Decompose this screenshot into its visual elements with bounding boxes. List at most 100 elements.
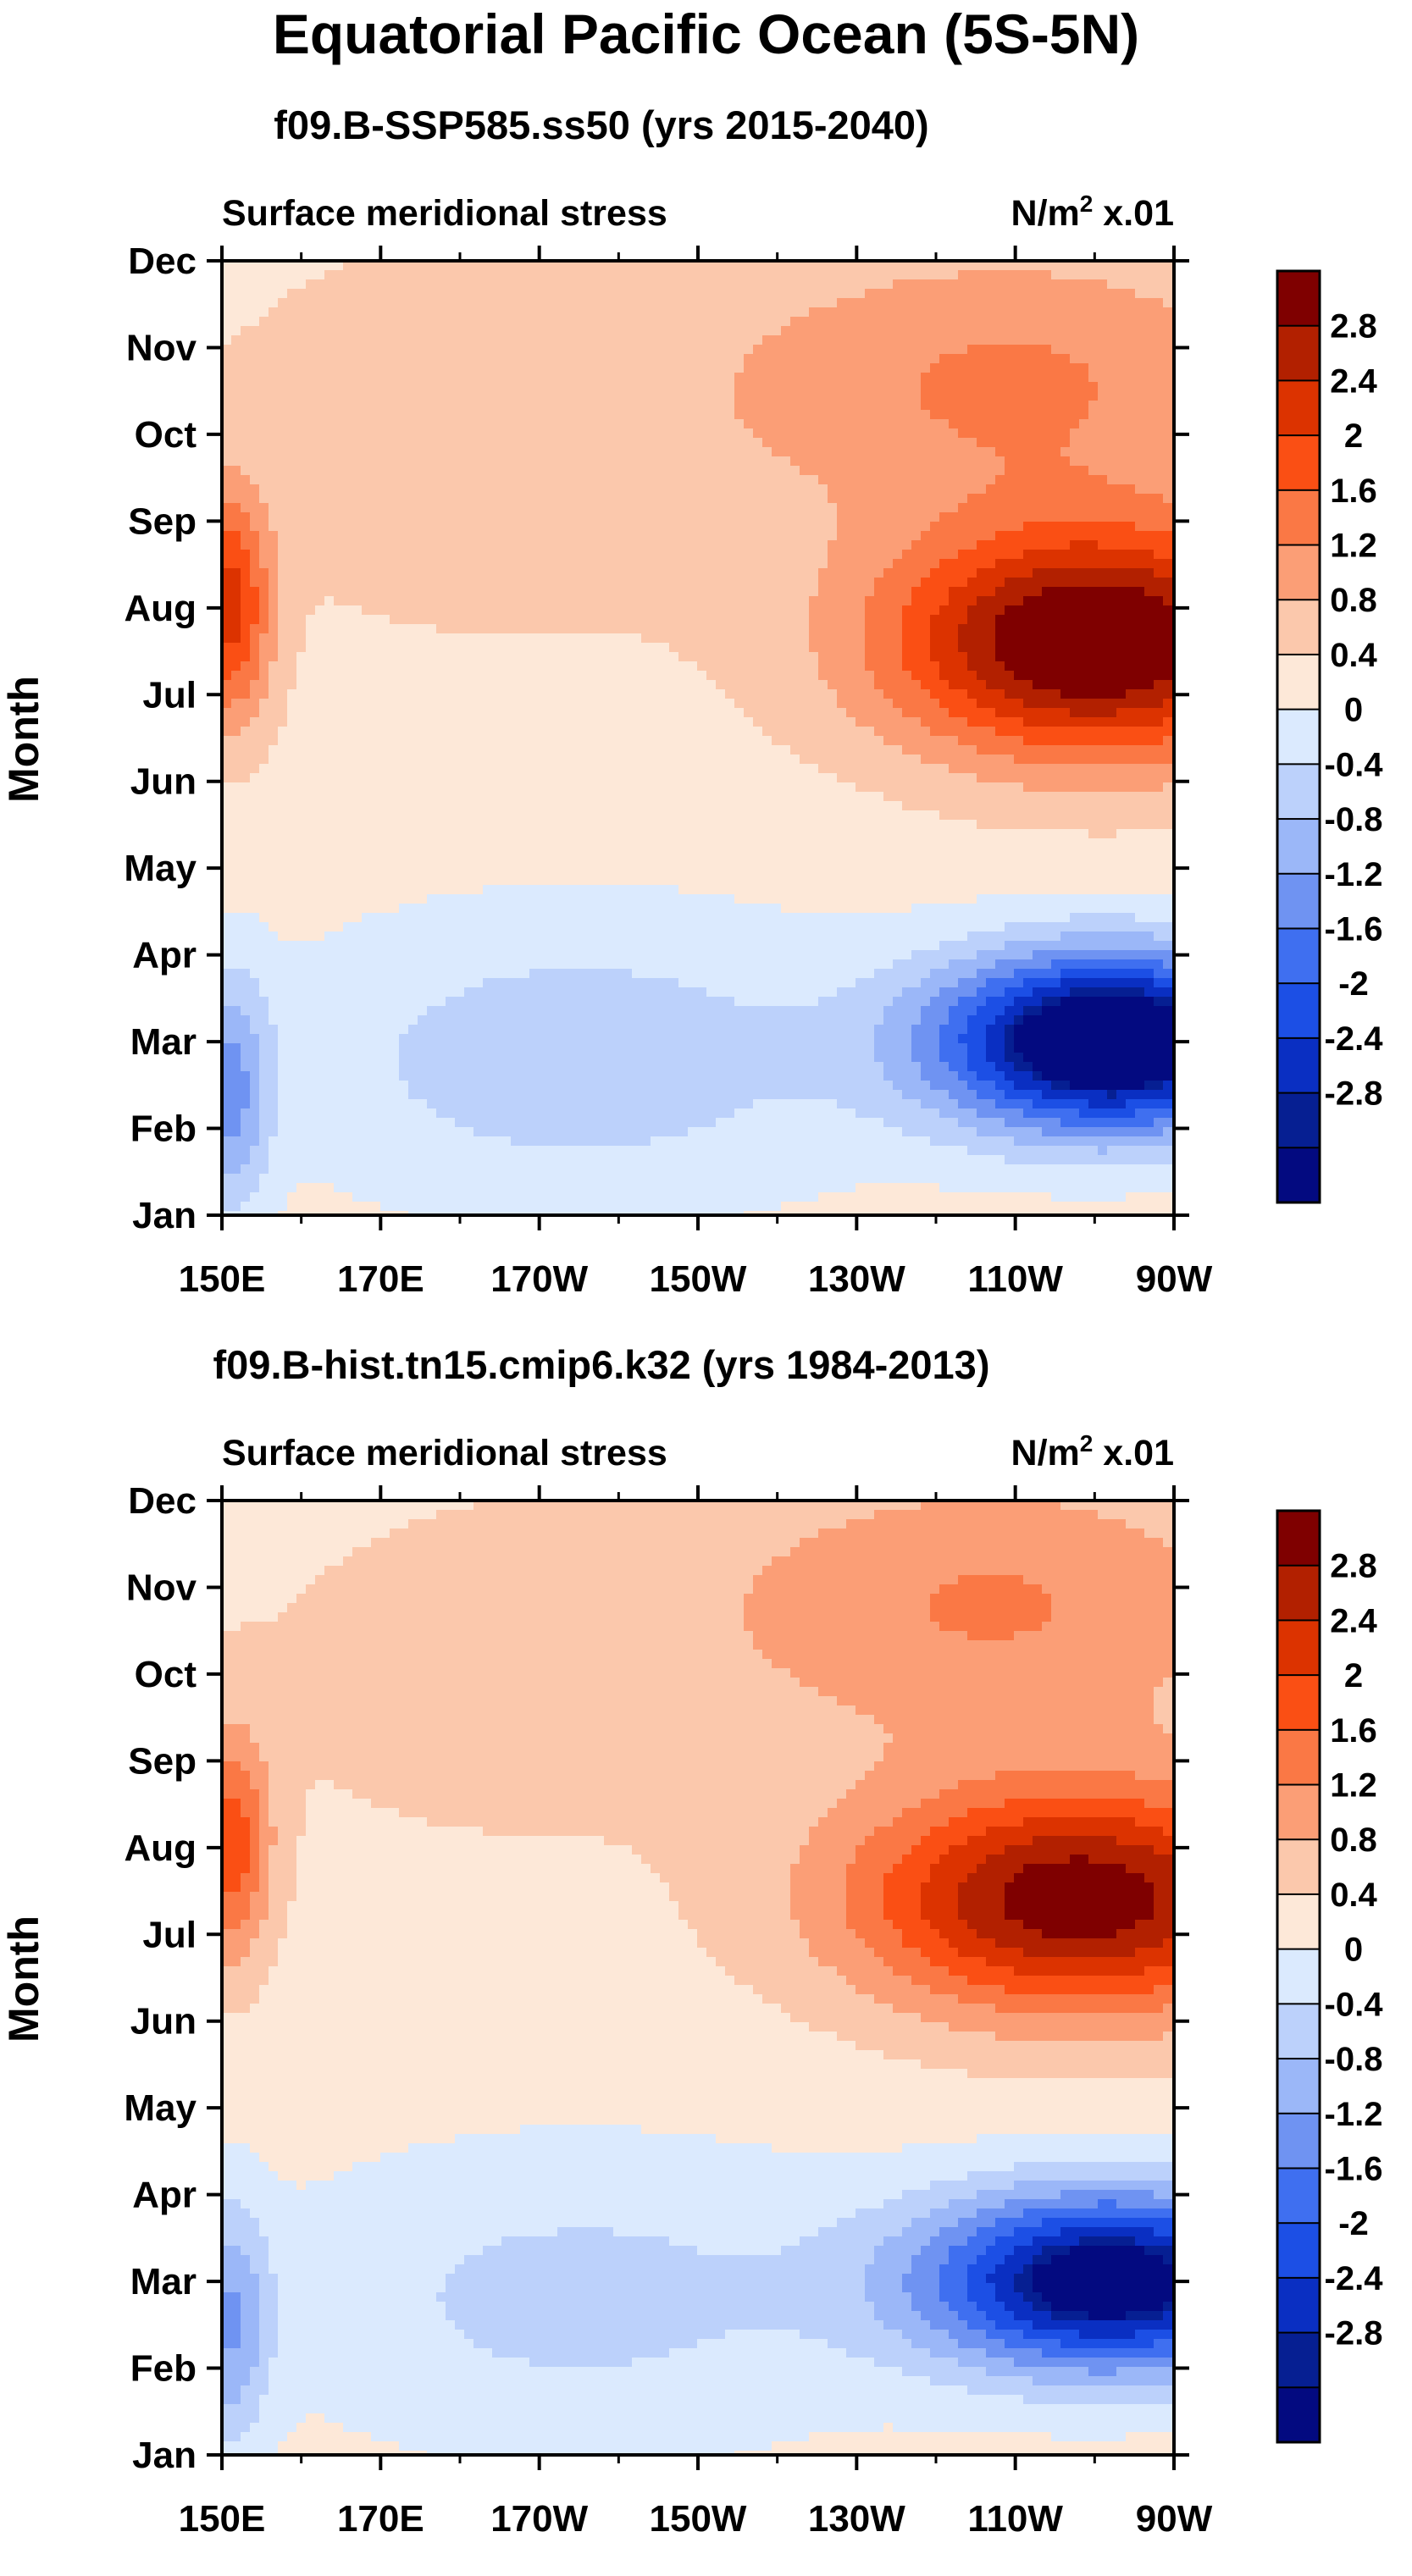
contour-cell xyxy=(678,335,689,345)
contour-cell xyxy=(455,307,465,318)
contour-cell xyxy=(1042,550,1052,560)
contour-cell xyxy=(548,456,558,467)
contour-cell xyxy=(287,456,297,467)
contour-cell xyxy=(492,587,502,597)
contour-cell xyxy=(1079,568,1089,578)
contour-cell xyxy=(1107,503,1117,513)
contour-cell xyxy=(1098,410,1108,420)
contour-cell xyxy=(678,447,689,457)
contour-cell xyxy=(632,568,642,578)
contour-cell xyxy=(632,522,642,532)
contour-cell xyxy=(604,289,614,299)
contour-cell xyxy=(651,587,661,597)
contour-cell xyxy=(1014,615,1024,625)
contour-cell xyxy=(613,596,623,606)
contour-cell xyxy=(352,671,363,681)
contour-cell xyxy=(1163,475,1173,485)
contour-cell xyxy=(762,699,772,709)
contour-cell xyxy=(324,661,335,672)
contour-cell xyxy=(660,410,670,420)
contour-cell xyxy=(632,279,642,290)
contour-cell xyxy=(231,456,241,467)
contour-cell xyxy=(259,643,269,653)
contour-cell xyxy=(632,540,642,550)
contour-cell xyxy=(408,484,418,495)
contour-cell xyxy=(949,466,959,476)
contour-cell xyxy=(865,391,875,401)
contour-cell xyxy=(688,484,698,495)
contour-cell xyxy=(595,289,605,299)
contour-cell xyxy=(446,373,456,383)
contour-cell xyxy=(651,419,661,429)
contour-cell xyxy=(641,475,651,485)
contour-cell xyxy=(939,615,950,625)
contour-cell xyxy=(380,652,390,662)
contour-cell xyxy=(436,373,446,383)
contour-cell xyxy=(716,512,726,522)
contour-cell xyxy=(371,289,381,299)
contour-cell xyxy=(1135,550,1145,560)
contour-cell xyxy=(567,289,577,299)
contour-cell xyxy=(809,270,819,280)
contour-cell xyxy=(501,708,512,718)
contour-cell xyxy=(520,298,530,308)
contour-cell xyxy=(660,428,670,439)
contour-cell xyxy=(1033,447,1043,457)
contour-cell xyxy=(1070,345,1080,355)
contour-cell xyxy=(473,270,484,280)
contour-cell xyxy=(762,298,772,308)
contour-cell xyxy=(790,373,800,383)
contour-cell xyxy=(762,289,772,299)
contour-cell xyxy=(511,447,521,457)
contour-cell xyxy=(986,512,996,522)
contour-cell xyxy=(846,689,856,699)
contour-cell xyxy=(1005,373,1015,383)
contour-cell xyxy=(818,475,828,485)
contour-cell xyxy=(557,596,568,606)
contour-cell xyxy=(1051,363,1061,373)
contour-cell xyxy=(278,410,288,420)
contour-cell xyxy=(939,363,950,373)
contour-cell xyxy=(473,624,484,634)
contour-cell xyxy=(995,689,1005,699)
contour-cell xyxy=(455,531,465,541)
contour-cell xyxy=(324,522,335,532)
contour-cell xyxy=(669,484,679,495)
contour-cell xyxy=(446,289,456,299)
contour-cell xyxy=(362,419,372,429)
contour-cell xyxy=(334,540,344,550)
contour-cell xyxy=(865,550,875,560)
contour-cell xyxy=(706,270,717,280)
contour-cell xyxy=(753,401,763,411)
contour-cell xyxy=(539,447,549,457)
contour-cell xyxy=(231,540,241,550)
contour-cell xyxy=(408,354,418,364)
contour-cell xyxy=(241,391,251,401)
contour-cell xyxy=(455,428,465,439)
contour-cell xyxy=(632,503,642,513)
contour-cell xyxy=(287,382,297,392)
contour-cell xyxy=(772,559,782,569)
contour-cell xyxy=(1070,531,1080,541)
contour-cell xyxy=(1107,447,1117,457)
contour-cell xyxy=(1107,522,1117,532)
contour-cell xyxy=(688,447,698,457)
contour-cell xyxy=(371,475,381,485)
contour-cell xyxy=(473,447,484,457)
contour-cell xyxy=(259,615,269,625)
contour-cell xyxy=(660,363,670,373)
contour-cell xyxy=(576,466,586,476)
contour-cell xyxy=(222,494,232,504)
contour-cell xyxy=(473,522,484,532)
contour-cell xyxy=(734,289,745,299)
contour-cell xyxy=(324,512,335,522)
contour-cell xyxy=(753,428,763,439)
contour-cell xyxy=(921,587,931,597)
contour-cell xyxy=(772,456,782,467)
contour-cell xyxy=(259,419,269,429)
contour-cell xyxy=(418,335,428,345)
contour-cell xyxy=(567,689,577,699)
contour-cell xyxy=(548,689,558,699)
contour-cell xyxy=(818,307,828,318)
contour-cell xyxy=(473,615,484,625)
